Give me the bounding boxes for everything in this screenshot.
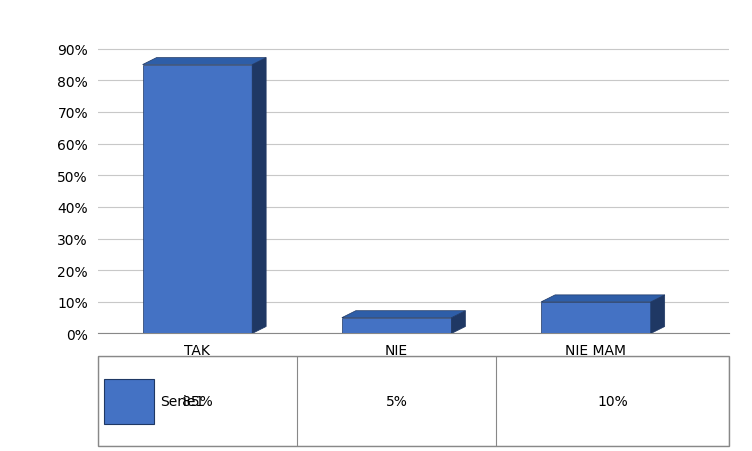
- Text: Serie1: Serie1: [160, 395, 205, 408]
- Bar: [104, 379, 154, 424]
- Polygon shape: [252, 59, 266, 334]
- Polygon shape: [342, 318, 451, 334]
- Polygon shape: [451, 311, 465, 334]
- Polygon shape: [541, 295, 665, 302]
- Polygon shape: [143, 65, 252, 334]
- Polygon shape: [541, 302, 650, 334]
- Polygon shape: [650, 295, 665, 334]
- Text: 10%: 10%: [598, 395, 628, 408]
- Polygon shape: [143, 59, 266, 65]
- Text: 85%: 85%: [182, 395, 213, 408]
- Text: 5%: 5%: [386, 395, 408, 408]
- FancyBboxPatch shape: [98, 356, 729, 446]
- Polygon shape: [342, 311, 465, 318]
